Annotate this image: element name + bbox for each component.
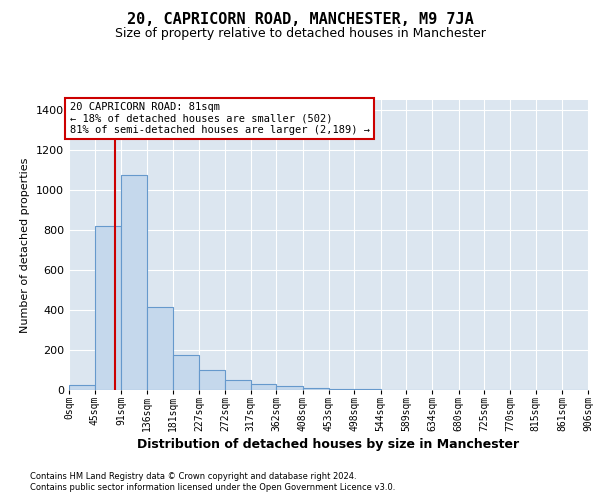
Bar <box>251 384 277 390</box>
Bar <box>225 380 251 390</box>
Bar <box>173 355 199 390</box>
Bar <box>277 386 303 390</box>
Bar <box>303 388 329 390</box>
Bar <box>121 175 147 390</box>
X-axis label: Distribution of detached houses by size in Manchester: Distribution of detached houses by size … <box>137 438 520 451</box>
Text: 20, CAPRICORN ROAD, MANCHESTER, M9 7JA: 20, CAPRICORN ROAD, MANCHESTER, M9 7JA <box>127 12 473 28</box>
Y-axis label: Number of detached properties: Number of detached properties <box>20 158 31 332</box>
Text: Contains HM Land Registry data © Crown copyright and database right 2024.: Contains HM Land Registry data © Crown c… <box>30 472 356 481</box>
Text: Size of property relative to detached houses in Manchester: Size of property relative to detached ho… <box>115 28 485 40</box>
Text: 20 CAPRICORN ROAD: 81sqm
← 18% of detached houses are smaller (502)
81% of semi-: 20 CAPRICORN ROAD: 81sqm ← 18% of detach… <box>70 102 370 135</box>
Bar <box>329 389 354 390</box>
Text: Contains public sector information licensed under the Open Government Licence v3: Contains public sector information licen… <box>30 484 395 492</box>
Bar <box>95 226 121 390</box>
Bar <box>199 370 225 390</box>
Bar <box>147 307 173 390</box>
Bar <box>69 385 95 390</box>
